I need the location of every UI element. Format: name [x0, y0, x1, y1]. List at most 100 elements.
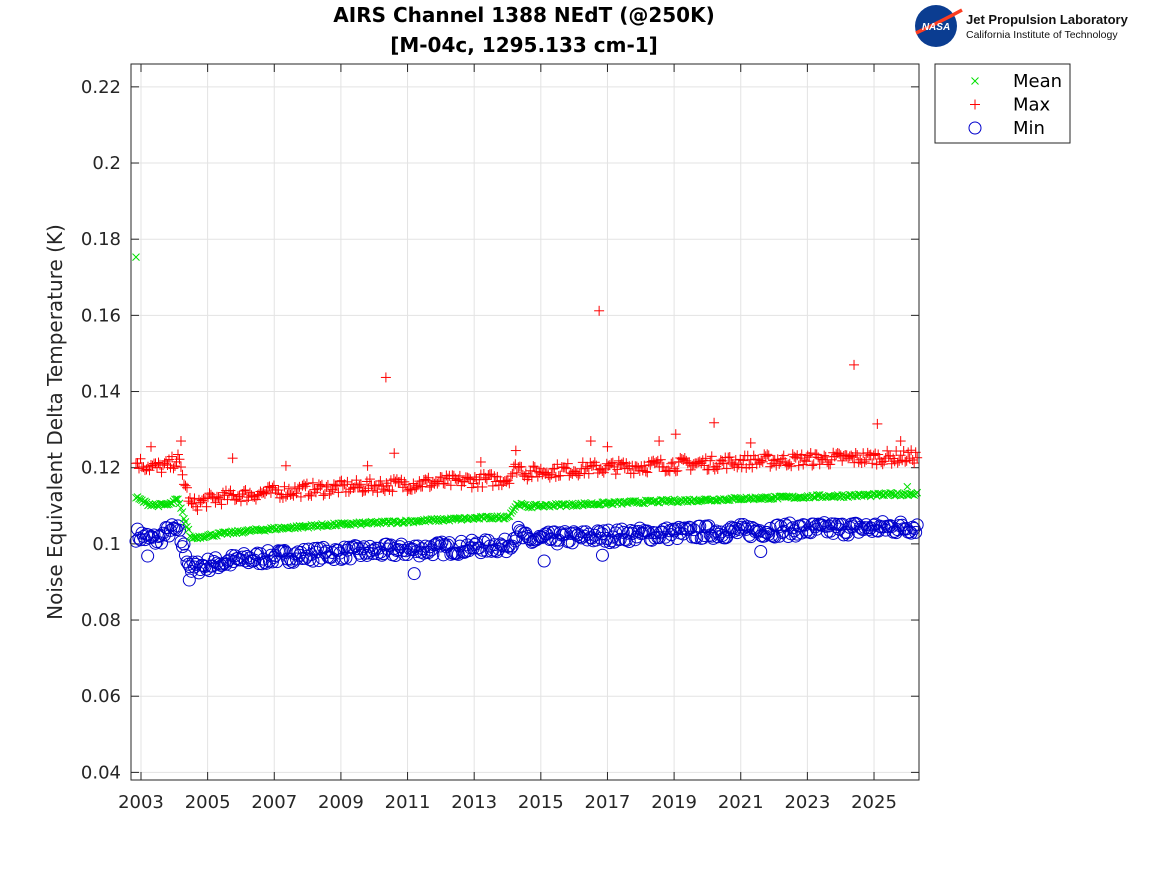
outlier-point-max: [585, 436, 596, 447]
data-point-max: [528, 461, 539, 472]
nasa-badge-text: NASA: [922, 22, 950, 33]
data-point-max: [723, 452, 734, 463]
data-point-mean: [175, 499, 184, 508]
data-point-max: [867, 458, 878, 469]
data-point-max: [301, 478, 312, 489]
x-tick-label: 2017: [585, 792, 631, 813]
data-point-mean: [184, 525, 193, 534]
data-series: [129, 253, 924, 587]
data-point-max: [507, 468, 518, 479]
data-point-max: [477, 481, 488, 492]
data-point-mean: [700, 495, 709, 504]
data-point-max: [912, 452, 923, 463]
data-point-max: [259, 488, 270, 499]
outlier-point-max: [175, 436, 186, 447]
data-point-max: [355, 479, 366, 490]
data-point-mean: [557, 500, 566, 509]
data-point-mean: [860, 491, 869, 500]
data-point-mean: [219, 528, 227, 537]
data-point-max: [786, 461, 797, 472]
legend-marker-min: [968, 121, 982, 135]
outlier-point-max: [594, 305, 605, 316]
data-point-max: [469, 472, 480, 483]
x-tick-label: 2013: [451, 792, 497, 813]
data-point-max: [181, 482, 192, 493]
chart-title-line2: [M-04c, 1295.133 cm-1]: [390, 33, 658, 57]
data-point-mean: [695, 497, 704, 505]
data-point-mean: [267, 524, 275, 532]
data-point-max: [561, 463, 572, 474]
data-point-max: [541, 467, 552, 478]
legend-label-min: Min: [1013, 118, 1045, 139]
data-point-min: [865, 524, 879, 538]
data-point-min: [592, 525, 606, 539]
data-point-max: [805, 448, 816, 459]
data-point-min: [910, 518, 924, 532]
data-point-max: [562, 458, 573, 469]
data-point-mean: [352, 519, 361, 527]
data-point-mean: [737, 495, 746, 504]
data-point-mean: [300, 522, 308, 531]
data-point-max: [189, 493, 200, 504]
data-point-max: [825, 459, 836, 470]
data-point-mean: [656, 496, 665, 504]
data-point-max: [837, 455, 848, 466]
data-point-min: [723, 525, 737, 539]
data-point-max: [466, 482, 477, 493]
x-tick-label: 2011: [385, 792, 431, 813]
data-point-mean: [417, 516, 425, 525]
data-point-max: [201, 501, 212, 512]
data-point-max: [736, 462, 747, 473]
data-point-min: [331, 543, 345, 557]
data-point-max: [784, 458, 795, 469]
data-point-max: [721, 463, 732, 474]
data-point-max: [445, 480, 456, 491]
data-point-mean: [905, 489, 914, 498]
data-point-min: [696, 531, 710, 545]
data-point-min: [504, 541, 518, 555]
data-point-max: [628, 468, 639, 479]
data-point-max: [762, 449, 773, 460]
data-point-mean: [565, 500, 574, 508]
data-point-max: [364, 474, 375, 485]
x-tick-label: 2025: [851, 792, 897, 813]
data-point-mean: [604, 499, 613, 508]
data-point-mean: [812, 491, 821, 499]
data-point-mean: [441, 515, 449, 524]
legend-label-max: Max: [1013, 95, 1051, 116]
outlier-point-min: [141, 549, 155, 563]
data-point-min: [219, 557, 233, 571]
outlier-point-max: [654, 436, 665, 447]
data-point-max: [774, 458, 785, 469]
y-tick-label: 0.16: [81, 305, 121, 326]
outlier-point-mean: [132, 253, 140, 261]
data-point-mean: [518, 500, 527, 509]
data-point-min: [795, 526, 809, 540]
data-point-min: [475, 543, 489, 557]
data-point-max: [640, 466, 651, 477]
data-point-min: [217, 556, 231, 570]
data-point-max: [481, 474, 492, 485]
data-point-mean: [704, 496, 713, 505]
data-point-min: [178, 548, 192, 562]
data-point-mean: [322, 522, 331, 530]
outlier-point-min: [595, 548, 609, 562]
data-point-max: [280, 491, 291, 502]
outlier-point-max: [227, 453, 238, 464]
legend-label-mean: Mean: [1013, 71, 1062, 92]
data-point-mean: [388, 517, 397, 526]
y-axis-label: Noise Equivalent Delta Temperature (K): [43, 224, 67, 620]
data-point-mean: [755, 494, 764, 503]
data-point-mean: [649, 497, 658, 506]
data-point-max: [423, 472, 434, 483]
data-point-max: [505, 471, 516, 482]
data-point-mean: [172, 495, 181, 503]
data-point-max: [192, 505, 203, 516]
data-point-min: [831, 517, 845, 531]
data-point-max: [607, 457, 618, 468]
jpl-org-name: Jet Propulsion Laboratory: [966, 12, 1129, 27]
data-point-max: [909, 458, 920, 469]
legend-marker-mean: [971, 77, 979, 85]
